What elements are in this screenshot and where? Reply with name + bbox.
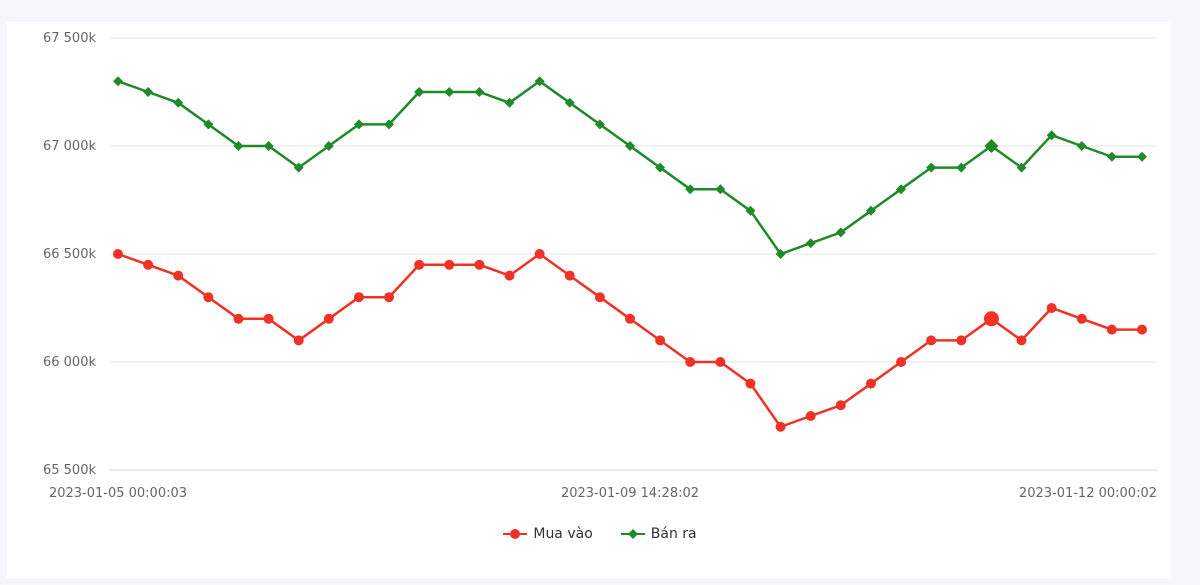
data-point[interactable] (745, 205, 756, 216)
legend-item-mua-vao[interactable]: Mua vào (503, 526, 593, 542)
data-point[interactable] (625, 141, 635, 151)
data-point[interactable] (444, 87, 455, 97)
data-point[interactable] (865, 205, 876, 216)
data-point[interactable] (203, 292, 214, 303)
data-point[interactable] (685, 357, 696, 367)
data-point[interactable] (1046, 303, 1057, 313)
data-point[interactable] (293, 335, 304, 346)
data-point[interactable] (534, 249, 545, 259)
data-point[interactable] (1076, 313, 1087, 324)
data-point[interactable] (1137, 151, 1147, 162)
data-point[interactable] (775, 421, 786, 432)
data-point[interactable] (956, 335, 967, 346)
data-point[interactable] (835, 227, 846, 238)
data-point[interactable] (353, 292, 364, 303)
data-point[interactable] (594, 292, 605, 303)
data-point[interactable] (685, 184, 696, 195)
data-point[interactable] (984, 139, 999, 153)
data-point[interactable] (926, 162, 937, 173)
data-point[interactable] (865, 378, 876, 389)
data-point[interactable] (926, 335, 937, 346)
data-point[interactable] (1137, 324, 1147, 335)
x-tick-label: 2023-01-09 14:28:02 (561, 486, 699, 501)
data-point[interactable] (564, 97, 575, 108)
legend: Mua vào Bán ra (0, 526, 1200, 542)
y-tick-label: 67 000k (43, 139, 96, 154)
data-point[interactable] (444, 259, 455, 270)
legend-item-ban-ra[interactable]: Bán ra (620, 526, 697, 542)
data-point[interactable] (594, 119, 605, 130)
data-point[interactable] (625, 313, 635, 324)
data-point[interactable] (1106, 324, 1117, 335)
y-tick-label: 65 500k (43, 463, 96, 478)
series-line (117, 252, 1142, 429)
data-point[interactable] (474, 259, 485, 270)
data-point[interactable] (263, 141, 274, 151)
data-point[interactable] (173, 97, 184, 108)
data-point[interactable] (896, 184, 907, 195)
data-point[interactable] (1016, 335, 1027, 346)
data-point[interactable] (203, 119, 214, 130)
data-point[interactable] (233, 141, 244, 151)
data-point[interactable] (353, 119, 364, 130)
data-point[interactable] (1016, 162, 1027, 173)
y-tick-label: 66 000k (43, 355, 96, 370)
data-point[interactable] (143, 259, 154, 270)
y-tick-label: 66 500k (43, 247, 96, 262)
data-point[interactable] (775, 249, 786, 259)
legend-label: Bán ra (650, 526, 697, 542)
data-point[interactable] (143, 87, 154, 97)
data-point[interactable] (655, 162, 666, 173)
x-tick-label: 2023-01-05 00:00:03 (49, 486, 187, 501)
data-point[interactable] (263, 313, 274, 324)
legend-label: Mua vào (533, 526, 593, 542)
data-point[interactable] (1106, 151, 1117, 162)
x-tick-label: 2023-01-12 00:00:02 (1019, 486, 1157, 501)
data-point[interactable] (173, 270, 184, 281)
data-point[interactable] (745, 378, 756, 389)
diamond-marker-icon (620, 529, 645, 539)
data-point[interactable] (414, 259, 425, 270)
data-point[interactable] (233, 313, 244, 324)
chart-card (7, 22, 1171, 578)
data-point[interactable] (956, 162, 967, 173)
data-point[interactable] (474, 87, 485, 97)
data-point[interactable] (504, 270, 515, 281)
data-point[interactable] (323, 313, 334, 324)
data-point[interactable] (414, 87, 425, 97)
data-point[interactable] (504, 97, 515, 108)
data-point[interactable] (835, 400, 846, 411)
data-point[interactable] (1076, 141, 1087, 151)
data-point[interactable] (715, 184, 726, 195)
circle-marker-icon (503, 529, 528, 539)
data-point[interactable] (805, 238, 816, 249)
data-point[interactable] (715, 357, 726, 367)
data-point[interactable] (805, 411, 816, 421)
data-point[interactable] (896, 357, 907, 367)
data-point[interactable] (384, 292, 395, 303)
data-point[interactable] (293, 162, 304, 173)
series-line (117, 79, 1142, 256)
data-point[interactable] (564, 270, 575, 281)
data-point[interactable] (1046, 130, 1057, 141)
data-point[interactable] (113, 249, 123, 259)
data-point[interactable] (113, 76, 123, 87)
data-point[interactable] (534, 76, 545, 87)
data-point[interactable] (384, 119, 395, 130)
data-point[interactable] (323, 141, 334, 151)
data-point[interactable] (983, 311, 999, 327)
y-tick-label: 67 500k (43, 31, 96, 46)
data-point[interactable] (655, 335, 666, 346)
